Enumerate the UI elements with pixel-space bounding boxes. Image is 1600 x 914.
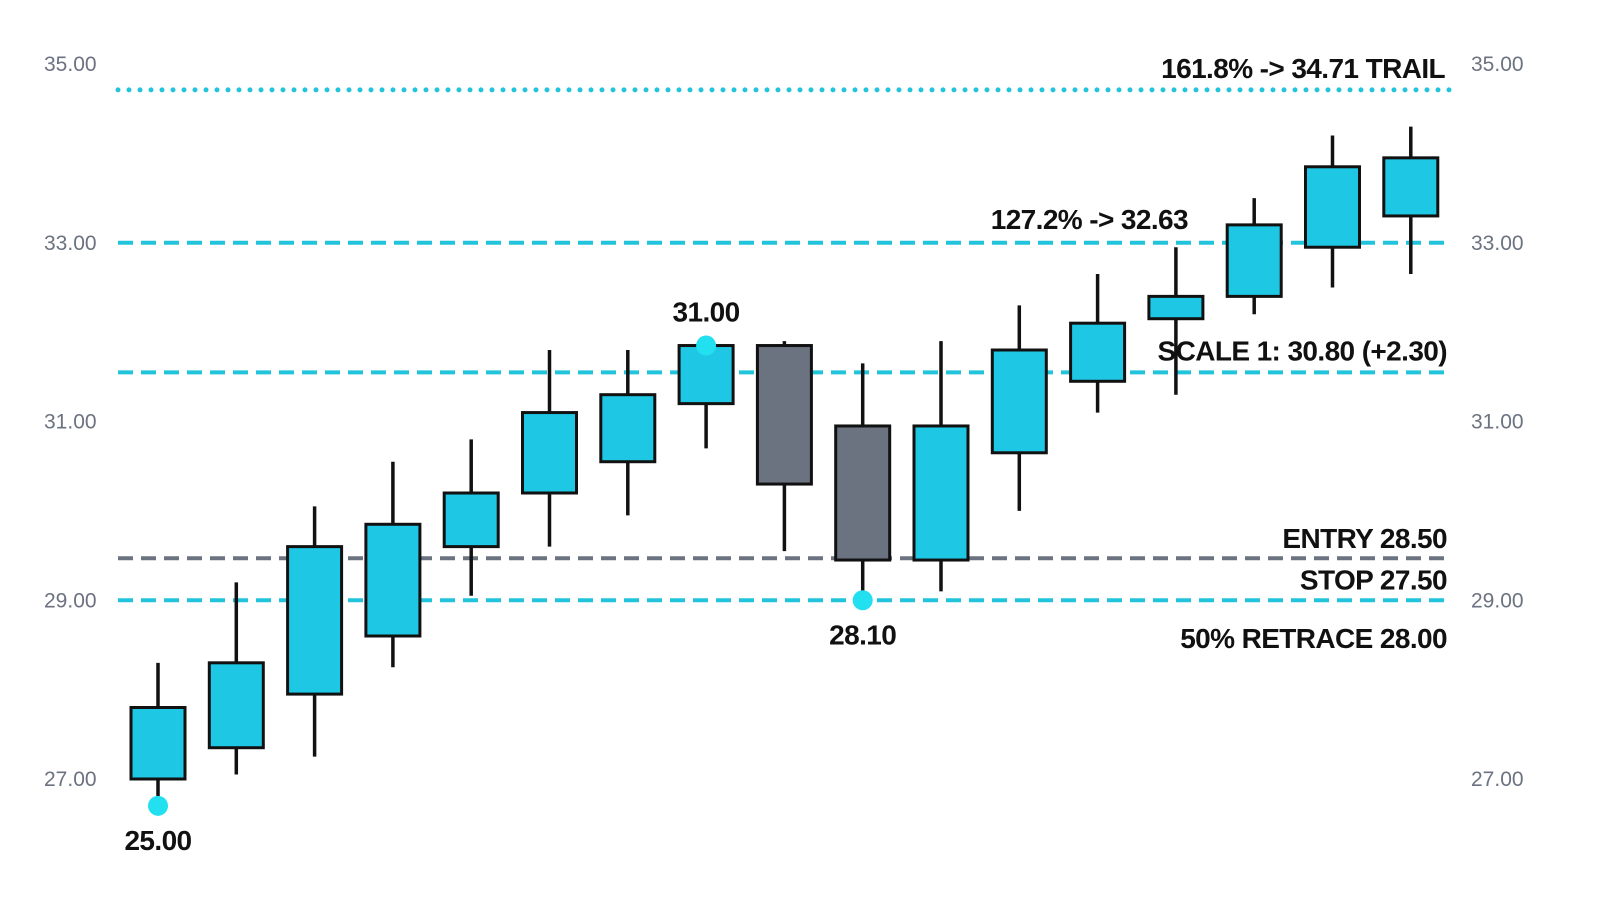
candle: [912, 341, 970, 592]
swing-point-marker: [852, 590, 873, 611]
swing-point-marker: [148, 795, 168, 816]
candle-body: [1225, 223, 1283, 298]
candle-body: [990, 348, 1048, 455]
candle: [442, 439, 500, 596]
candle: [207, 582, 265, 775]
candle: [286, 506, 344, 757]
candle: [599, 350, 657, 516]
candle-body: [207, 661, 265, 750]
candle-body: [755, 344, 813, 486]
candle: [1304, 135, 1361, 288]
candle-body: [129, 706, 187, 781]
y-tick-label-left: 35.00: [44, 53, 97, 76]
candle-body: [834, 424, 892, 562]
candle: [1382, 126, 1440, 275]
level-label: 127.2% -> 32.63: [991, 204, 1188, 235]
candle-body: [1304, 165, 1361, 249]
candle: [755, 341, 813, 552]
candle: [1225, 198, 1283, 315]
y-tick-label-left: 29.00: [44, 589, 97, 612]
candle: [364, 461, 422, 668]
candle-body: [286, 545, 344, 696]
candle: [1069, 274, 1127, 413]
swing-point-label: 28.10: [829, 619, 896, 650]
level-label: 50% RETRACE 28.00: [1180, 623, 1447, 654]
candle-body: [442, 491, 500, 549]
y-tick-label-right: 31.00: [1471, 411, 1524, 434]
y-tick-label-left: 31.00: [44, 411, 97, 434]
level-label: ENTRY 28.50: [1282, 523, 1447, 554]
candle-body: [599, 393, 657, 464]
y-tick-label-right: 35.00: [1471, 53, 1524, 76]
candle-body: [912, 424, 970, 562]
candle-body: [364, 522, 422, 638]
y-tick-label-right: 27.00: [1471, 768, 1524, 791]
y-tick-label-left: 27.00: [44, 768, 97, 791]
candle-body: [1147, 294, 1205, 321]
candle: [834, 363, 892, 610]
swing-point-label: 31.00: [673, 297, 740, 328]
candle-body: [521, 411, 578, 495]
candle: [521, 350, 578, 547]
y-tick-label-right: 29.00: [1471, 589, 1524, 612]
level-label: SCALE 1: 30.80 (+2.30): [1158, 335, 1448, 366]
candle: [677, 341, 735, 449]
y-axes: 35.00 35.00 33.00 33.00 31.00 31.00 29.00 29.00…: [44, 53, 1524, 791]
candle: [1147, 247, 1205, 395]
candle: [129, 662, 187, 806]
swing-markers: 25.00 31.00 28.10: [124, 297, 896, 856]
candles: [129, 126, 1440, 806]
level-label: 161.8% -> 34.71 TRAIL: [1161, 53, 1445, 84]
candle-body: [1382, 156, 1440, 218]
y-tick-label-right: 33.00: [1471, 232, 1524, 255]
swing-point-label: 25.00: [124, 825, 191, 856]
candle: [990, 305, 1048, 511]
y-tick-label-left: 33.00: [44, 232, 97, 255]
swing-point-marker: [696, 335, 717, 356]
candle-body: [1069, 321, 1127, 383]
level-label: STOP 27.50: [1300, 564, 1447, 595]
